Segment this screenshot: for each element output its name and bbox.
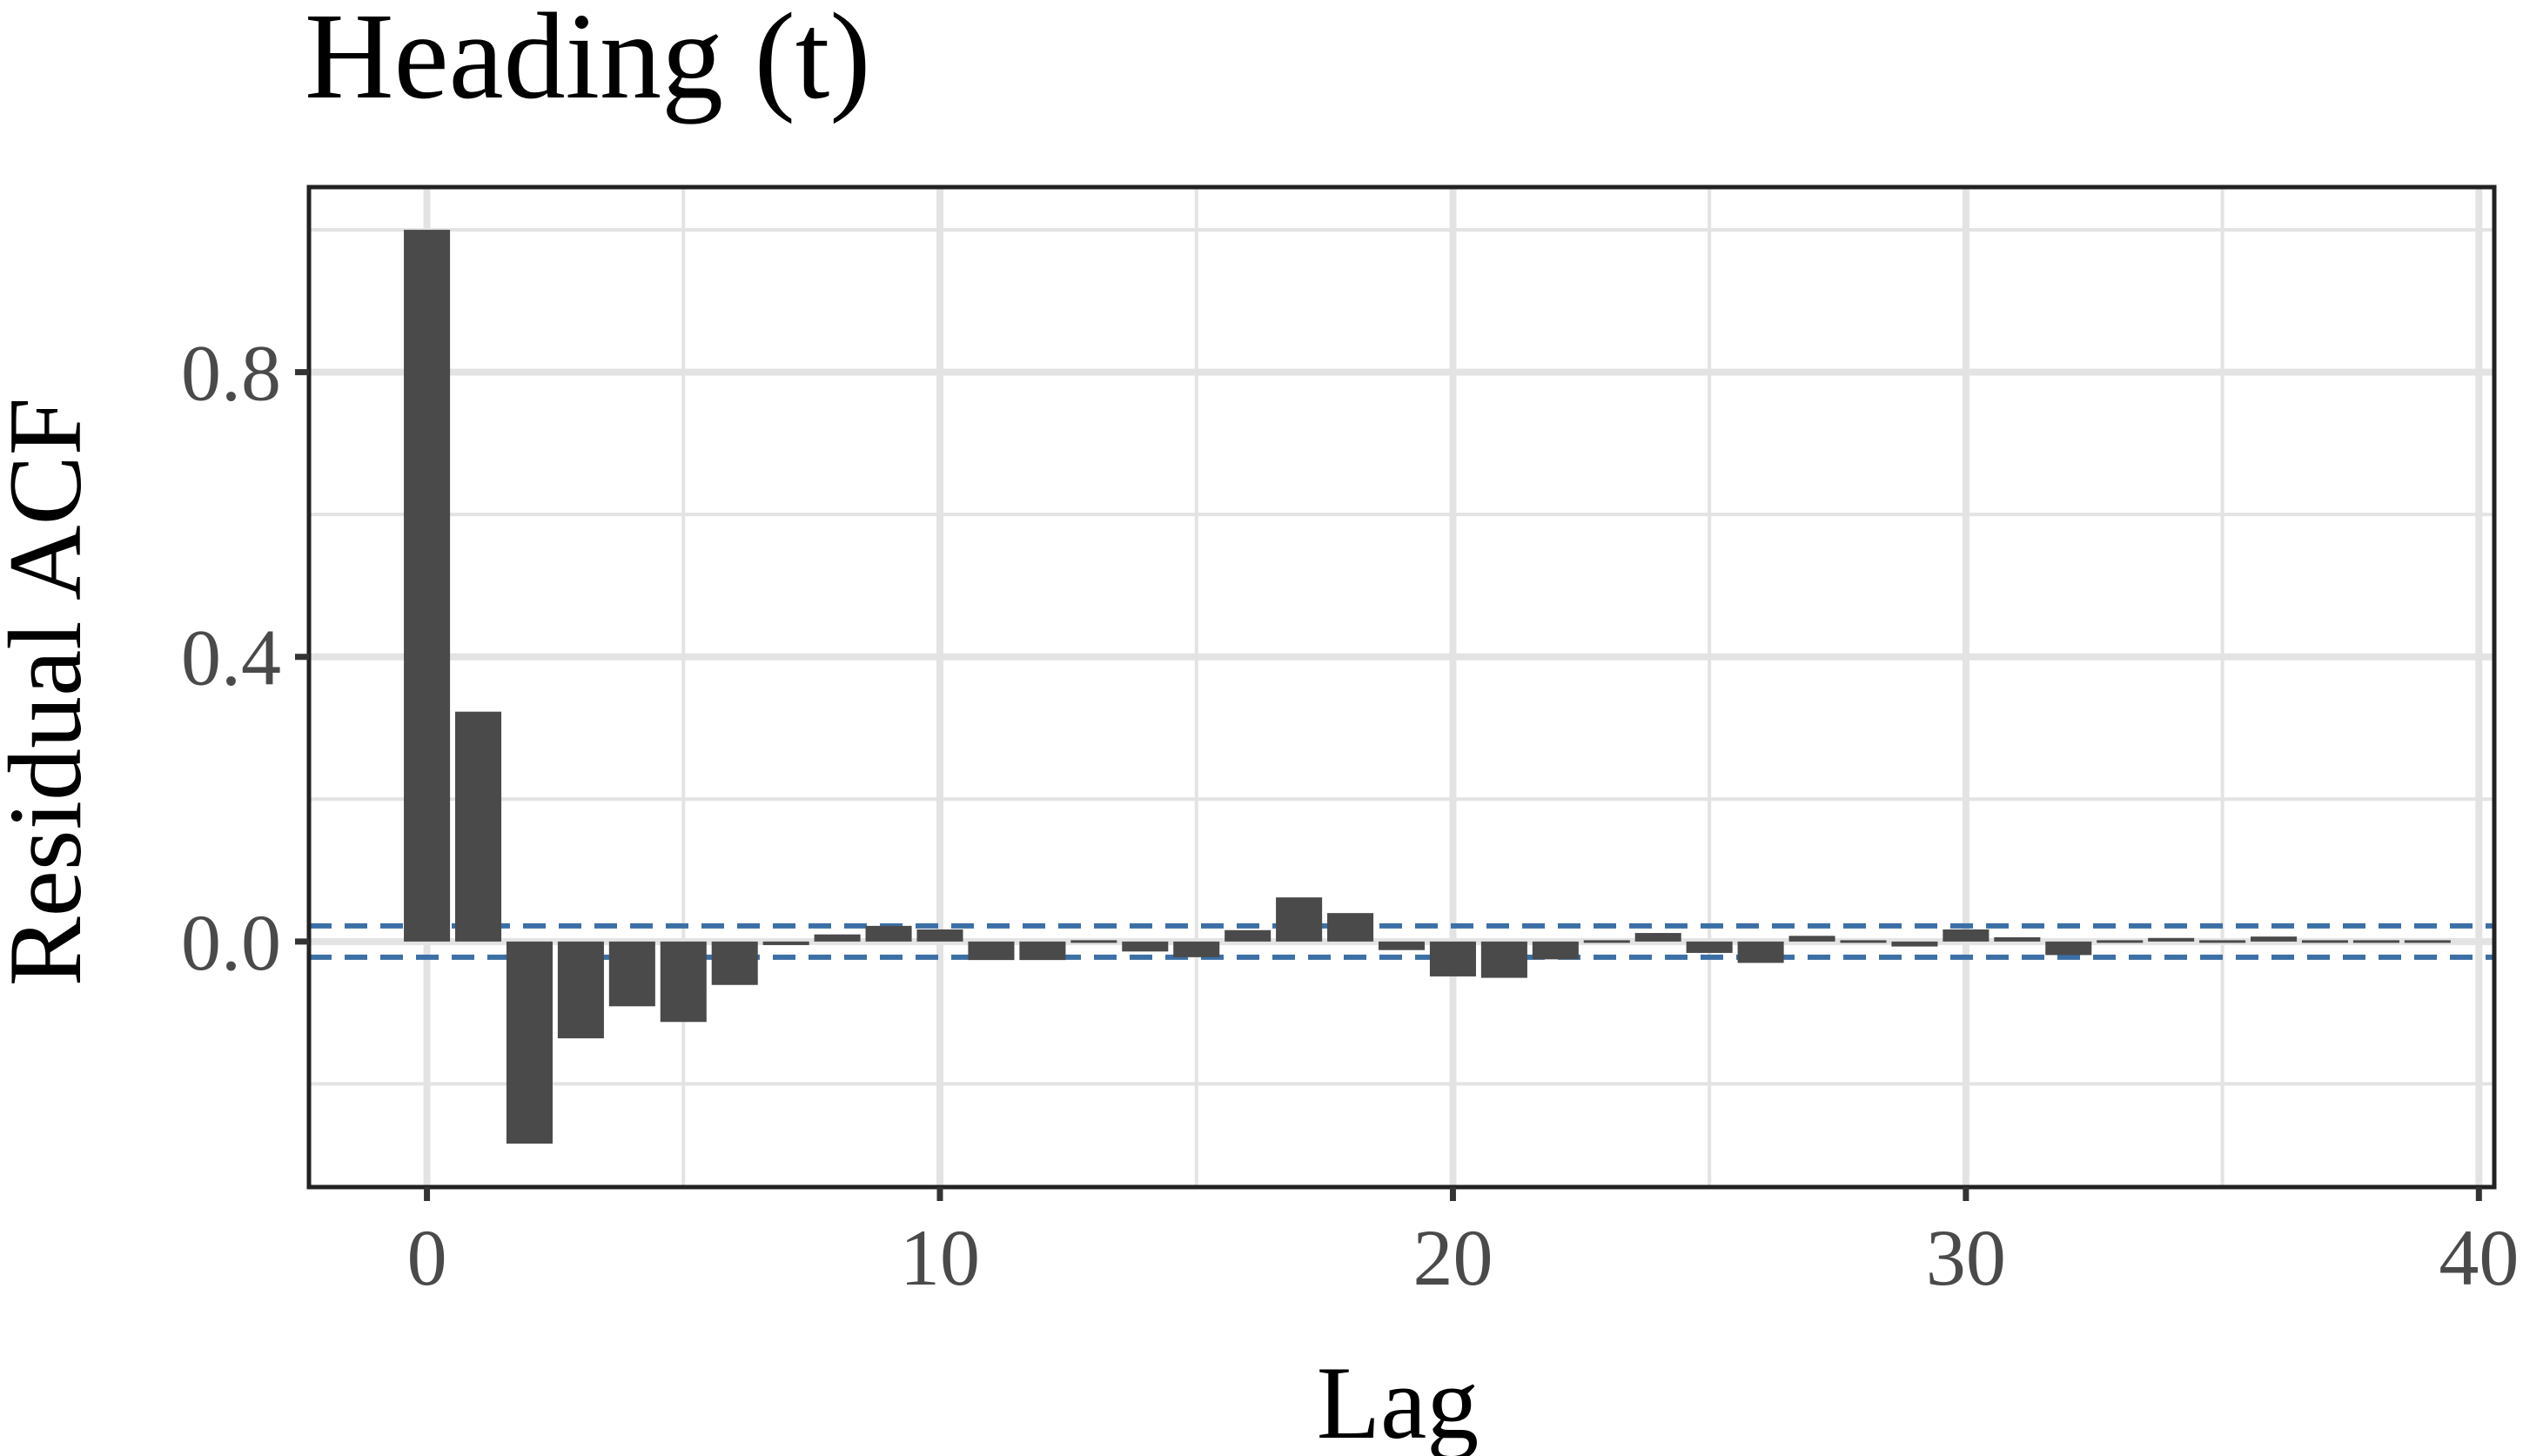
x-tick-label: 40 — [2439, 1213, 2519, 1302]
acf-bar-lag-5 — [660, 941, 707, 1023]
acf-bar-lag-30 — [1943, 929, 1990, 942]
acf-bar-lag-37 — [2301, 940, 2349, 943]
acf-bar-lag-2 — [506, 941, 553, 1144]
acf-bar-lag-21 — [1480, 941, 1527, 978]
acf-bar-lag-34 — [2148, 937, 2195, 942]
x-tick-label: 10 — [900, 1213, 980, 1302]
y-axis-title: Residual ACF — [0, 398, 103, 987]
acf-bar-lag-35 — [2199, 940, 2246, 943]
acf-bar-lag-31 — [1994, 936, 2041, 942]
acf-bar-lag-38 — [2352, 940, 2399, 943]
acf-bar-lag-7 — [762, 941, 809, 945]
acf-bar-lag-19 — [1378, 941, 1426, 950]
y-tick-label: 0.4 — [181, 614, 281, 702]
acf-bar-lag-12 — [1019, 941, 1066, 961]
acf-bar-lag-26 — [1737, 941, 1784, 963]
x-axis-title: Lag — [1317, 1345, 1480, 1456]
acf-bar-lag-24 — [1634, 933, 1681, 942]
acf-bar-lag-20 — [1429, 941, 1476, 976]
acf-bar-lag-27 — [1788, 936, 1835, 942]
acf-bar-lag-18 — [1327, 913, 1374, 942]
acf-bar-lag-25 — [1686, 941, 1733, 953]
acf-bar-lag-36 — [2251, 936, 2298, 942]
acf-bar-lag-32 — [2045, 941, 2092, 956]
acf-bar-lag-15 — [1173, 941, 1220, 957]
grid-layer — [309, 187, 2494, 1187]
acf-bar-lag-17 — [1276, 897, 1323, 942]
x-tick-label: 30 — [1926, 1213, 2006, 1302]
bar-layer — [404, 230, 2451, 1144]
chart-title: Heading (t) — [305, 0, 871, 124]
acf-bar-lag-4 — [608, 941, 655, 1007]
acf-bar-lag-1 — [454, 711, 502, 942]
acf-bar-lag-3 — [557, 941, 604, 1039]
acf-bar-lag-39 — [2404, 940, 2451, 943]
acf-bar-lag-28 — [1840, 940, 1887, 943]
acf-bar-lag-16 — [1225, 929, 1272, 942]
acf-bar-lag-11 — [968, 941, 1015, 961]
y-tick-label: 0.8 — [181, 329, 281, 418]
acf-bar-lag-13 — [1070, 940, 1117, 943]
tick-layer: 0.0 0.4 0.8 0 10 20 30 40 — [181, 329, 2519, 1302]
plot-border — [306, 185, 2497, 1190]
acf-bar-lag-9 — [865, 925, 912, 942]
acf-bar-lag-14 — [1122, 941, 1169, 952]
acf-bar-lag-8 — [814, 934, 861, 942]
x-tick-label: 20 — [1412, 1213, 1493, 1302]
y-tick-label: 0.0 — [181, 898, 281, 987]
acf-bar-lag-6 — [711, 941, 758, 985]
acf-bar-lag-29 — [1891, 941, 1938, 947]
acf-bar-lag-10 — [916, 929, 963, 942]
x-tick-label: 0 — [407, 1213, 447, 1302]
acf-bar-lag-33 — [2097, 940, 2144, 943]
acf-bar-lag-23 — [1583, 940, 1630, 943]
acf-bar-lag-0 — [404, 230, 451, 942]
acf-bar-lag-22 — [1532, 941, 1579, 960]
